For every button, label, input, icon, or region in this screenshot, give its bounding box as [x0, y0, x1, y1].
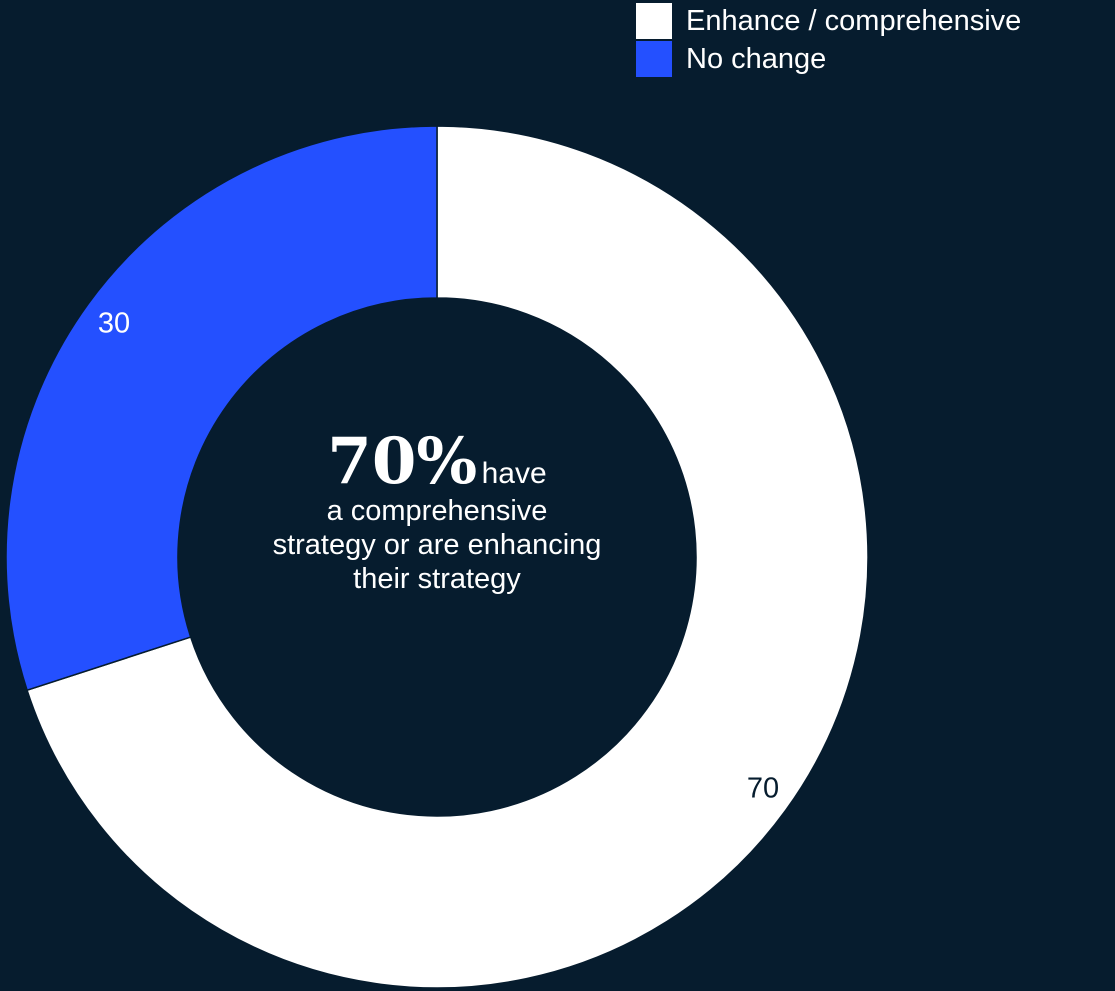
donut-slice-no-change [5, 125, 438, 692]
data-label-enhance: 70 [747, 773, 779, 805]
legend-item-enhance: Enhance / comprehensive [636, 2, 1021, 40]
center-suffix: have [481, 457, 547, 490]
donut-slice-enhance [26, 125, 869, 989]
legend-swatch-enhance [636, 3, 672, 39]
legend-swatch-no-change [636, 41, 672, 77]
center-annotation: 70% have a comprehensive strategy or are… [237, 430, 637, 596]
center-percent: 70% [327, 424, 478, 499]
legend-item-no-change: No change [636, 40, 1021, 78]
data-label-no-change: 30 [98, 308, 130, 340]
legend-label-enhance: Enhance / comprehensive [686, 4, 1022, 37]
legend-label-no-change: No change [686, 42, 827, 75]
chart-legend: Enhance / comprehensive No change [636, 2, 1021, 78]
center-description: a comprehensive strategy or are enhancin… [272, 495, 602, 595]
